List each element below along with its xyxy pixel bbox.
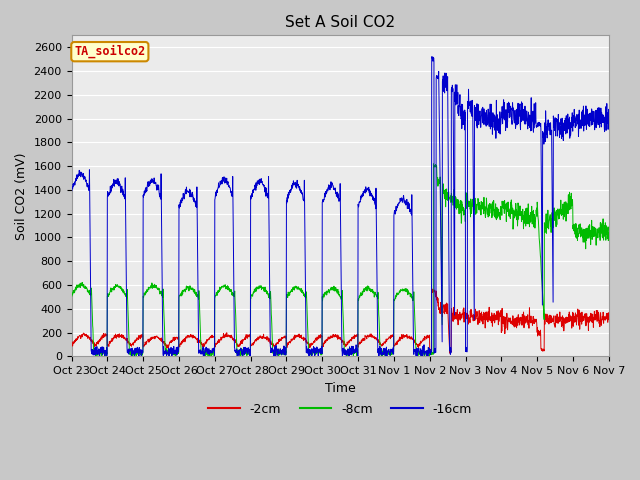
- Y-axis label: Soil CO2 (mV): Soil CO2 (mV): [15, 152, 28, 240]
- Text: TA_soilco2: TA_soilco2: [74, 45, 145, 59]
- Title: Set A Soil CO2: Set A Soil CO2: [285, 15, 396, 30]
- X-axis label: Time: Time: [324, 382, 356, 395]
- Legend: -2cm, -8cm, -16cm: -2cm, -8cm, -16cm: [204, 398, 477, 420]
